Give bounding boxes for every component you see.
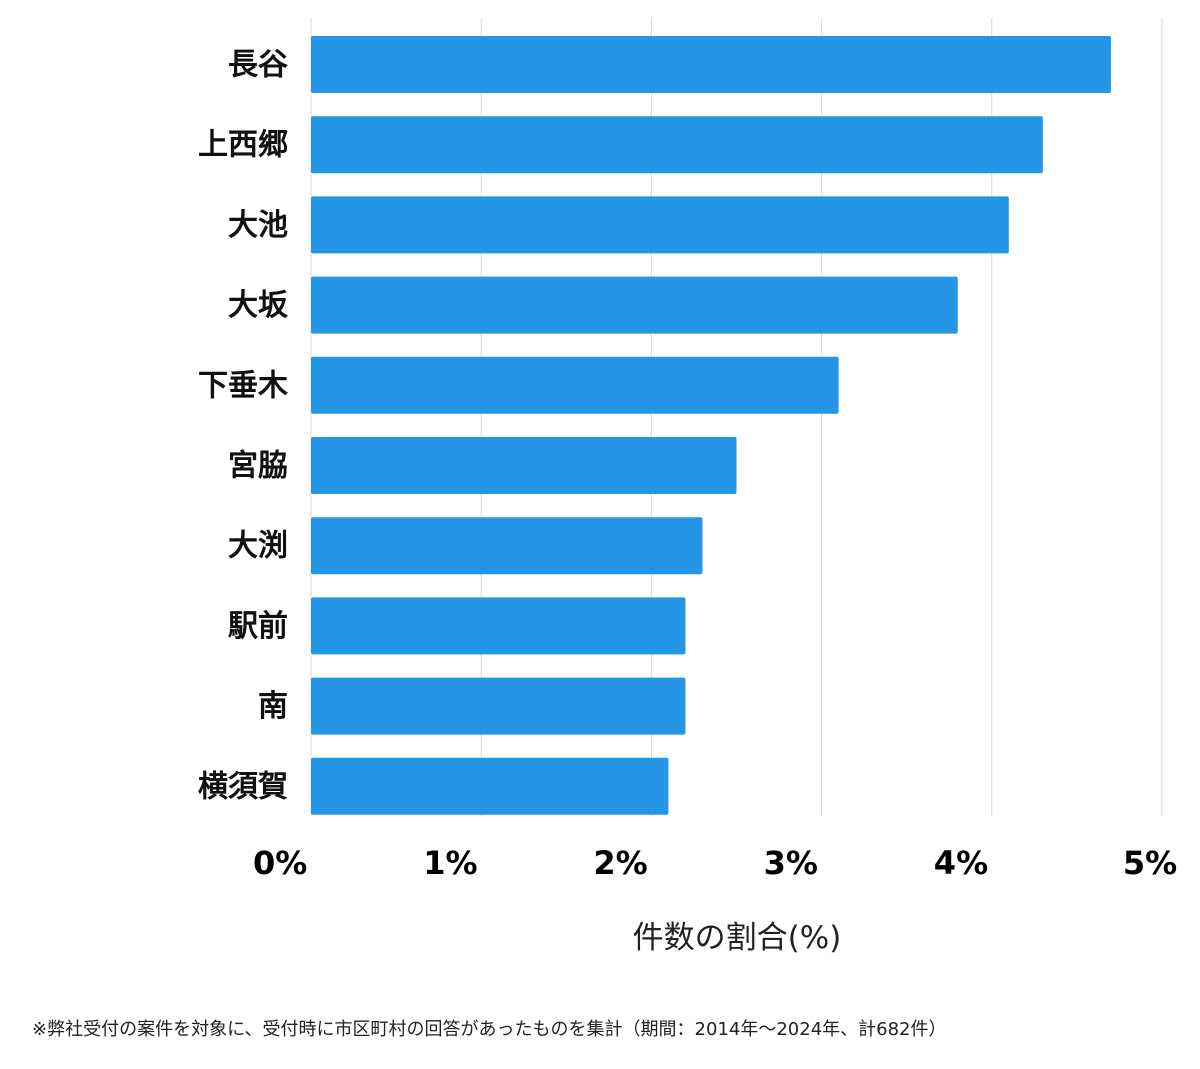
footnote: ※弊社受付の案件を対象に、受付時に市区町村の回答があったものを集計（期間：201… (32, 1019, 947, 1040)
bars (311, 36, 1111, 815)
bar (311, 196, 1009, 254)
category-label: 大池 (228, 208, 288, 243)
category-label: 駅前 (228, 609, 288, 644)
category-label: 大坂 (228, 288, 288, 323)
tick-label: 5% (1123, 844, 1177, 882)
bar (311, 276, 958, 334)
category-label: 宮脇 (228, 449, 288, 484)
tick-label: 3% (764, 844, 818, 882)
bar (311, 356, 839, 414)
bar (311, 116, 1043, 174)
tick-label: 2% (593, 844, 647, 882)
x-tick-labels: 0% 1% 2% 3% 4% 5% (253, 844, 1177, 882)
bar (311, 757, 669, 815)
bar (311, 597, 686, 655)
bar (311, 677, 686, 735)
bar (311, 36, 1111, 93)
category-label: 長谷 (228, 48, 288, 83)
bar (311, 437, 737, 494)
category-label: 下垂木 (198, 368, 288, 403)
x-axis-title: 件数の割合(%) (633, 920, 842, 956)
category-label: 横須賀 (198, 769, 288, 804)
tick-label: 0% (253, 844, 307, 882)
category-label: 上西郷 (198, 128, 288, 163)
category-label: 大渕 (228, 529, 288, 564)
tick-label: 1% (423, 844, 477, 882)
tick-label: 4% (934, 844, 988, 882)
bar (311, 517, 703, 575)
category-label: 南 (258, 689, 288, 724)
